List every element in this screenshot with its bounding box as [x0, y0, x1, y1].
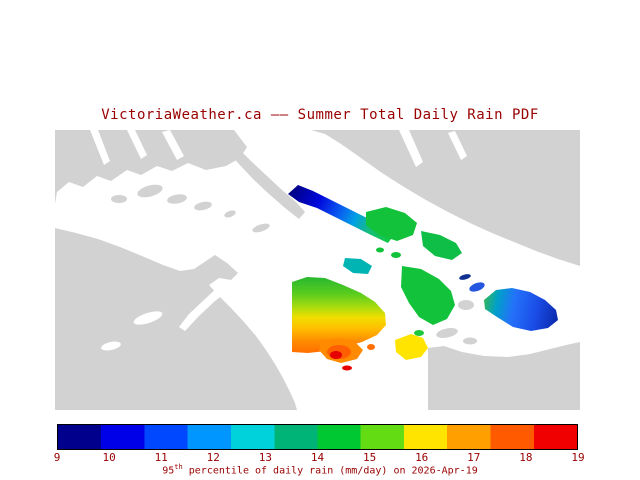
caption-superscript: th [174, 463, 183, 471]
rain-region-green-b [421, 231, 462, 260]
colorbar-tick-label: 17 [467, 451, 481, 464]
colorbar-tick-label: 11 [154, 451, 168, 464]
colorbar-tick-label: 18 [519, 451, 533, 464]
colorbar-tick-label: 14 [310, 451, 325, 464]
colorbar-tick-label: 16 [415, 451, 429, 464]
rain-region-teal [343, 258, 372, 274]
rain-fragment-blue [469, 282, 485, 292]
island-texada [230, 148, 305, 219]
island-group-discovery [111, 184, 236, 218]
fjord-inlet [90, 130, 110, 165]
rain-dot-green [376, 247, 384, 253]
island-lasqueti [252, 223, 270, 233]
colorbar-tick-label: 10 [102, 451, 116, 464]
fjord-inlet [162, 130, 184, 160]
rain-region-north-blue-strip [288, 185, 394, 243]
rain-region-central-gradient [292, 277, 386, 353]
colorbar-tick-label: 13 [258, 451, 273, 464]
land-southeast [428, 300, 580, 410]
land-vancouver-island [55, 228, 297, 410]
rain-region-green-c [401, 266, 455, 325]
rain-data-regions [288, 185, 558, 371]
fjord-inlet [448, 131, 467, 160]
rain-region-red-core [330, 351, 342, 359]
rain-dot-green [391, 252, 401, 258]
rain-dot-orange [367, 344, 375, 350]
colorbar-tick-label: 19 [571, 451, 585, 464]
caption-rest: percentile of daily rain (mm/day) on 202… [182, 465, 478, 477]
rain-region-yellow [395, 334, 428, 360]
rain-region-green-a [366, 207, 417, 241]
colorbar-tick-label: 12 [206, 451, 220, 464]
colorbar-tick-label: 15 [362, 451, 377, 464]
colorbar-gradient [58, 425, 577, 449]
fjord-inlet [127, 130, 147, 159]
land-mainland-east [311, 130, 580, 266]
rain-dot-green [414, 330, 424, 336]
rain-map [55, 130, 580, 410]
rain-dot-red [342, 365, 352, 371]
rain-fragment-navy [459, 274, 471, 280]
land-mainland-northwest [55, 130, 247, 204]
alberni-inlet [179, 284, 229, 331]
lake [133, 311, 163, 325]
caption-prefix: 95 [162, 465, 175, 477]
fjord-inlet [399, 130, 423, 167]
colorbar-tick-label: 9 [53, 451, 61, 464]
colorbar-ticks: 9 10 11 12 13 14 15 16 17 18 19 [53, 451, 585, 464]
colorbar-caption: 95th percentile of daily rain (mm/day) o… [0, 463, 640, 476]
colorbar [57, 424, 578, 450]
rain-region-east-blue [484, 288, 558, 331]
lake [101, 341, 121, 351]
chart-title: VictoriaWeather.ca —— Summer Total Daily… [101, 107, 539, 123]
